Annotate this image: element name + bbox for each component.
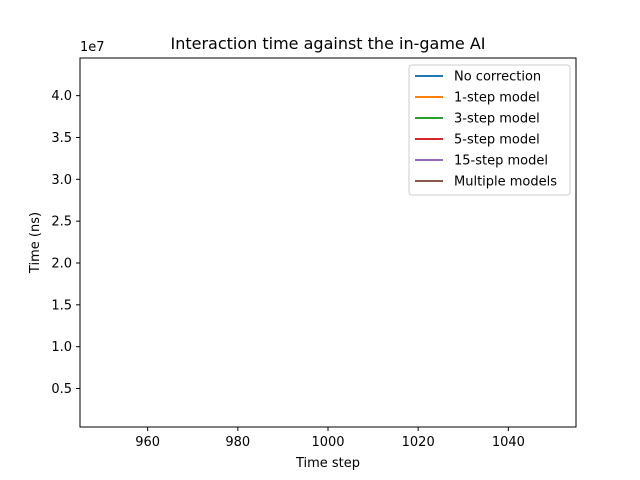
x-tick-label: 1020 bbox=[402, 435, 435, 450]
y-tick-label: 2.0 bbox=[51, 257, 72, 272]
y-tick-label: 3.0 bbox=[51, 173, 72, 188]
y-offset-label: 1e7 bbox=[80, 40, 105, 55]
legend-entry-label: 3-step model bbox=[454, 112, 540, 127]
y-tick-label: 1.0 bbox=[51, 340, 72, 355]
legend-entry-label: Multiple models bbox=[454, 175, 557, 190]
y-axis-label: Time (ns) bbox=[28, 212, 43, 274]
legend-entry-label: 5-step model bbox=[454, 133, 540, 148]
x-axis-label: Time step bbox=[295, 456, 360, 471]
legend-entry-label: No correction bbox=[454, 70, 541, 85]
y-axis: 0.5 1.0 1.5 2.0 2.5 3.0 3.5 4.0 bbox=[51, 89, 80, 397]
plot-area-frame bbox=[79, 57, 577, 428]
x-axis: 960 980 1000 1020 1040 bbox=[135, 427, 525, 450]
x-tick-label: 1040 bbox=[492, 435, 525, 450]
legend-entry-label: 1-step model bbox=[454, 91, 540, 106]
legend-entry-label: 15-step model bbox=[454, 154, 548, 169]
y-tick-label: 1.5 bbox=[51, 298, 72, 313]
x-tick-label: 1000 bbox=[311, 435, 344, 450]
legend: No correction 1-step model 3-step model 5-s… bbox=[408, 64, 571, 196]
y-tick-label: 3.5 bbox=[51, 131, 72, 146]
x-tick-label: 980 bbox=[225, 435, 250, 450]
legend-box bbox=[408, 64, 571, 196]
x-tick-label: 960 bbox=[135, 435, 160, 450]
y-tick-label: 4.0 bbox=[51, 89, 72, 104]
y-tick-label: 0.5 bbox=[51, 382, 72, 397]
y-tick-label: 2.5 bbox=[51, 215, 72, 230]
chart-title: Interaction time against the in-game AI bbox=[170, 34, 485, 53]
